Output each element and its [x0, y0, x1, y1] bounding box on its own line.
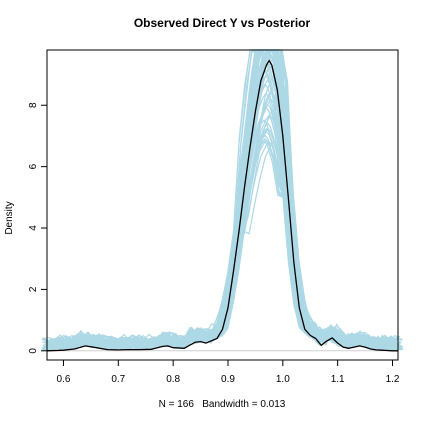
- plot-frame: [46, 49, 399, 361]
- posterior-draw-line: [42, 68, 394, 351]
- y-tick-label: 8: [28, 102, 39, 108]
- posterior-draw-line: [42, 49, 395, 351]
- x-tick-label: 0.9: [221, 374, 235, 385]
- posterior-draw-line: [43, 74, 395, 350]
- posterior-draw-line: [50, 49, 402, 350]
- posterior-draw-line: [42, 49, 395, 352]
- y-axis-label: Density: [4, 201, 15, 234]
- y-tick-label: 4: [28, 225, 39, 231]
- y-tick-label: 0: [28, 348, 39, 354]
- x-axis: 0.6 0.7 0.8 0.9 1.0 1.1 1.2: [57, 360, 400, 385]
- posterior-draw-line: [41, 56, 394, 350]
- x-tick-label: 0.8: [166, 374, 180, 385]
- y-tick-label: 2: [28, 286, 39, 292]
- y-tick-label: 6: [28, 163, 39, 169]
- posterior-draw-line: [43, 49, 395, 349]
- y-axis: 0 2 4 6 8: [28, 102, 47, 354]
- x-tick-label: 1.2: [386, 374, 400, 385]
- x-tick-label: 1.1: [331, 374, 345, 385]
- posterior-draw-line: [44, 49, 397, 349]
- posterior-draw-line: [41, 49, 394, 352]
- x-tick-label: 0.7: [111, 374, 125, 385]
- x-axis-label: N = 166 Bandwidth = 0.013: [159, 399, 286, 410]
- posterior-draw-line: [44, 49, 396, 351]
- x-tick-label: 0.6: [57, 374, 71, 385]
- posterior-draw-line: [43, 49, 396, 349]
- posterior-draw-line: [41, 119, 394, 349]
- posterior-draws: [41, 49, 404, 352]
- observed-density-line: [46, 59, 398, 352]
- chart-title: Observed Direct Y vs Posterior: [134, 16, 311, 30]
- posterior-draw-line: [43, 49, 395, 351]
- posterior-draw-line: [41, 49, 394, 350]
- posterior-draw-line: [42, 49, 394, 350]
- x-tick-label: 1.0: [276, 374, 290, 385]
- posterior-draw-line: [43, 69, 395, 351]
- posterior-draw-line: [43, 49, 396, 350]
- posterior-draw-line: [42, 49, 395, 351]
